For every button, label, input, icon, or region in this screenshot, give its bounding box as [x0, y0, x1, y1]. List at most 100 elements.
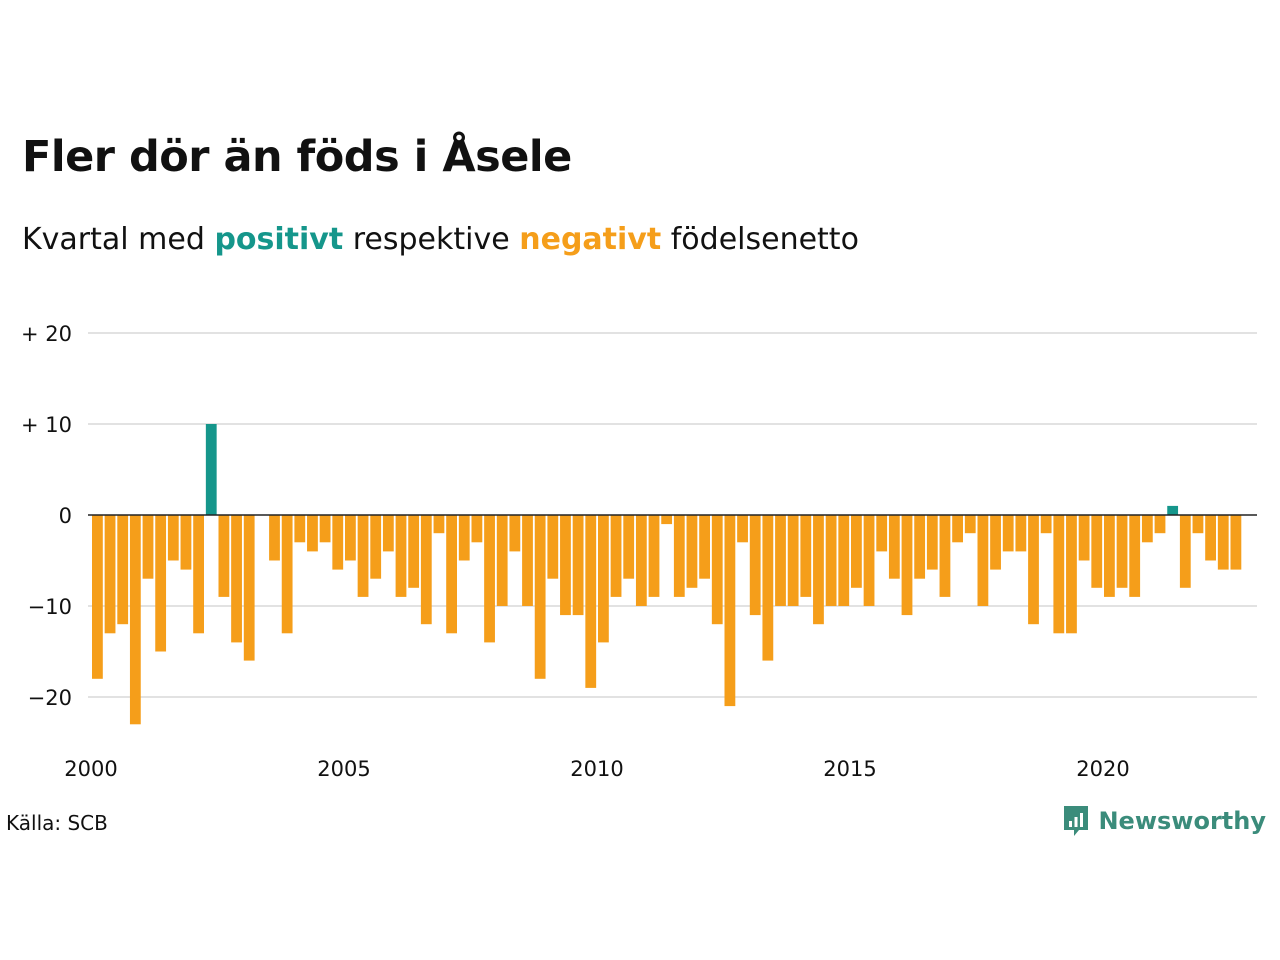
bar-negative — [1179, 515, 1191, 588]
x-axis-labels: 2000 2005 2010 2015 2020 — [64, 757, 1129, 781]
bar-negative — [749, 515, 761, 616]
bar-negative — [914, 515, 926, 579]
x-tick-label: 2000 — [64, 757, 117, 781]
subtitle-middle: respektive — [352, 222, 510, 257]
bar-negative — [623, 515, 635, 579]
bar-negative — [610, 515, 622, 597]
bar-negative — [800, 515, 812, 597]
bar-negative — [737, 515, 748, 543]
bar-negative — [939, 515, 951, 597]
bar-negative — [231, 515, 242, 643]
bar-negative — [1002, 515, 1014, 552]
bar-negative — [926, 515, 938, 570]
bar-negative — [117, 515, 129, 625]
bar-negative — [1154, 515, 1166, 534]
newsworthy-logo-icon — [1064, 806, 1089, 836]
bar-negative — [269, 515, 280, 561]
bar-negative — [825, 515, 837, 606]
bar-negative — [129, 515, 141, 725]
source-note: Källa: SCB — [6, 811, 108, 835]
bar-negative — [787, 515, 799, 606]
bar-negative — [1129, 515, 1141, 597]
bar-negative — [686, 515, 698, 588]
bar-negative — [699, 515, 710, 579]
bar-negative — [1053, 515, 1065, 634]
bar-negative — [990, 515, 1001, 570]
bar-negative — [420, 515, 432, 625]
bar-negative — [446, 515, 457, 634]
bar-negative — [382, 515, 394, 552]
subtitle-positive-word: positivt — [214, 222, 344, 257]
bar-negative — [661, 515, 673, 525]
bar-negative — [673, 515, 685, 597]
bar-negative — [1141, 515, 1153, 543]
bar-negative — [711, 515, 723, 625]
bar-negative — [813, 515, 824, 625]
bar-negative — [977, 515, 989, 606]
bar-negative — [1104, 515, 1115, 597]
bar-positive — [1167, 505, 1179, 515]
bar-negative — [1217, 515, 1229, 570]
bar-negative — [863, 515, 875, 606]
chart-subtitle: Kvartal med positivt respektive negativt… — [22, 222, 859, 257]
bar-negative — [484, 515, 495, 643]
y-tick-label: −20 — [28, 686, 72, 710]
bar-negative — [1078, 515, 1090, 561]
subtitle-prefix: Kvartal med — [22, 222, 205, 257]
bar-negative — [964, 515, 976, 534]
bar-negative — [838, 515, 850, 606]
bar-negative — [724, 515, 736, 707]
bar-negative — [648, 515, 660, 597]
bar-negative — [1205, 515, 1216, 561]
bar-negative — [357, 515, 369, 597]
bar-negative — [547, 515, 559, 579]
subtitle-negative-word: negativt — [519, 222, 662, 257]
brand-name: Newsworthy — [1098, 807, 1266, 835]
y-tick-label: + 10 — [21, 413, 72, 437]
x-tick-label: 2015 — [823, 757, 876, 781]
brand-logo: Newsworthy — [1062, 804, 1266, 838]
bar-negative — [775, 515, 786, 606]
y-tick-label: 0 — [59, 504, 72, 528]
chart-title: Fler dör än föds i Åsele — [22, 132, 572, 182]
bar-negative — [509, 515, 521, 552]
bar-negative — [155, 515, 167, 652]
x-tick-label: 2005 — [317, 757, 370, 781]
bar-negative — [193, 515, 204, 634]
bar-negative — [408, 515, 420, 588]
bar-negative — [1040, 515, 1052, 534]
bar-negative — [92, 515, 103, 679]
bar-negative — [433, 515, 445, 534]
bar-negative — [1091, 515, 1103, 588]
bar-negative — [307, 515, 318, 552]
bar-negative — [218, 515, 230, 597]
bar-negative — [1192, 515, 1204, 534]
bar-negative — [142, 515, 154, 579]
bar-negative — [534, 515, 546, 679]
bar-negative — [370, 515, 382, 579]
bar-negative — [851, 515, 862, 588]
y-tick-label: −10 — [28, 595, 72, 619]
bar-positive — [205, 424, 217, 515]
bar-negative — [458, 515, 470, 561]
bar-negative — [1066, 515, 1077, 634]
bar-negative — [167, 515, 179, 561]
bar-negative — [243, 515, 255, 661]
bar-negative — [1230, 515, 1242, 570]
bar-negative — [522, 515, 533, 606]
bar-negative — [1116, 515, 1128, 588]
x-tick-label: 2010 — [570, 757, 623, 781]
x-tick-label: 2020 — [1076, 757, 1129, 781]
bar-negative — [180, 515, 192, 570]
bar-negative — [1015, 515, 1027, 552]
bar-negative — [104, 515, 116, 634]
bar-negative — [560, 515, 571, 616]
subtitle-suffix: födelsenetto — [670, 222, 859, 257]
bar-negative — [345, 515, 356, 561]
bar-negative — [585, 515, 597, 688]
bar-negative — [598, 515, 609, 643]
y-tick-label: + 20 — [21, 322, 72, 346]
bar-negative — [294, 515, 306, 543]
bar-negative — [319, 515, 331, 543]
bar-negative — [496, 515, 508, 606]
